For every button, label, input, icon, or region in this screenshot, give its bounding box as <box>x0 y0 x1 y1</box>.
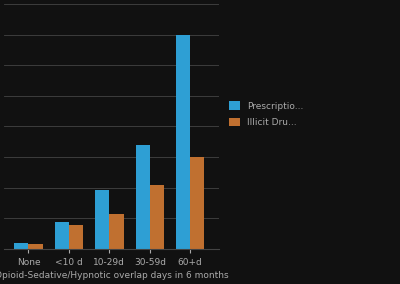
Bar <box>55 222 69 248</box>
X-axis label: Opioid-Sedative/Hypnotic overlap days in 6 months: Opioid-Sedative/Hypnotic overlap days in… <box>0 271 228 280</box>
Bar <box>95 190 109 248</box>
Bar <box>14 243 28 248</box>
Legend: Prescriptio..., Illicit Dru...: Prescriptio..., Illicit Dru... <box>225 98 307 131</box>
Bar <box>28 244 42 248</box>
Bar <box>136 145 150 248</box>
Bar <box>190 157 204 248</box>
Bar <box>109 214 124 248</box>
Bar <box>150 185 164 248</box>
Bar <box>176 35 190 248</box>
Bar <box>69 225 83 248</box>
